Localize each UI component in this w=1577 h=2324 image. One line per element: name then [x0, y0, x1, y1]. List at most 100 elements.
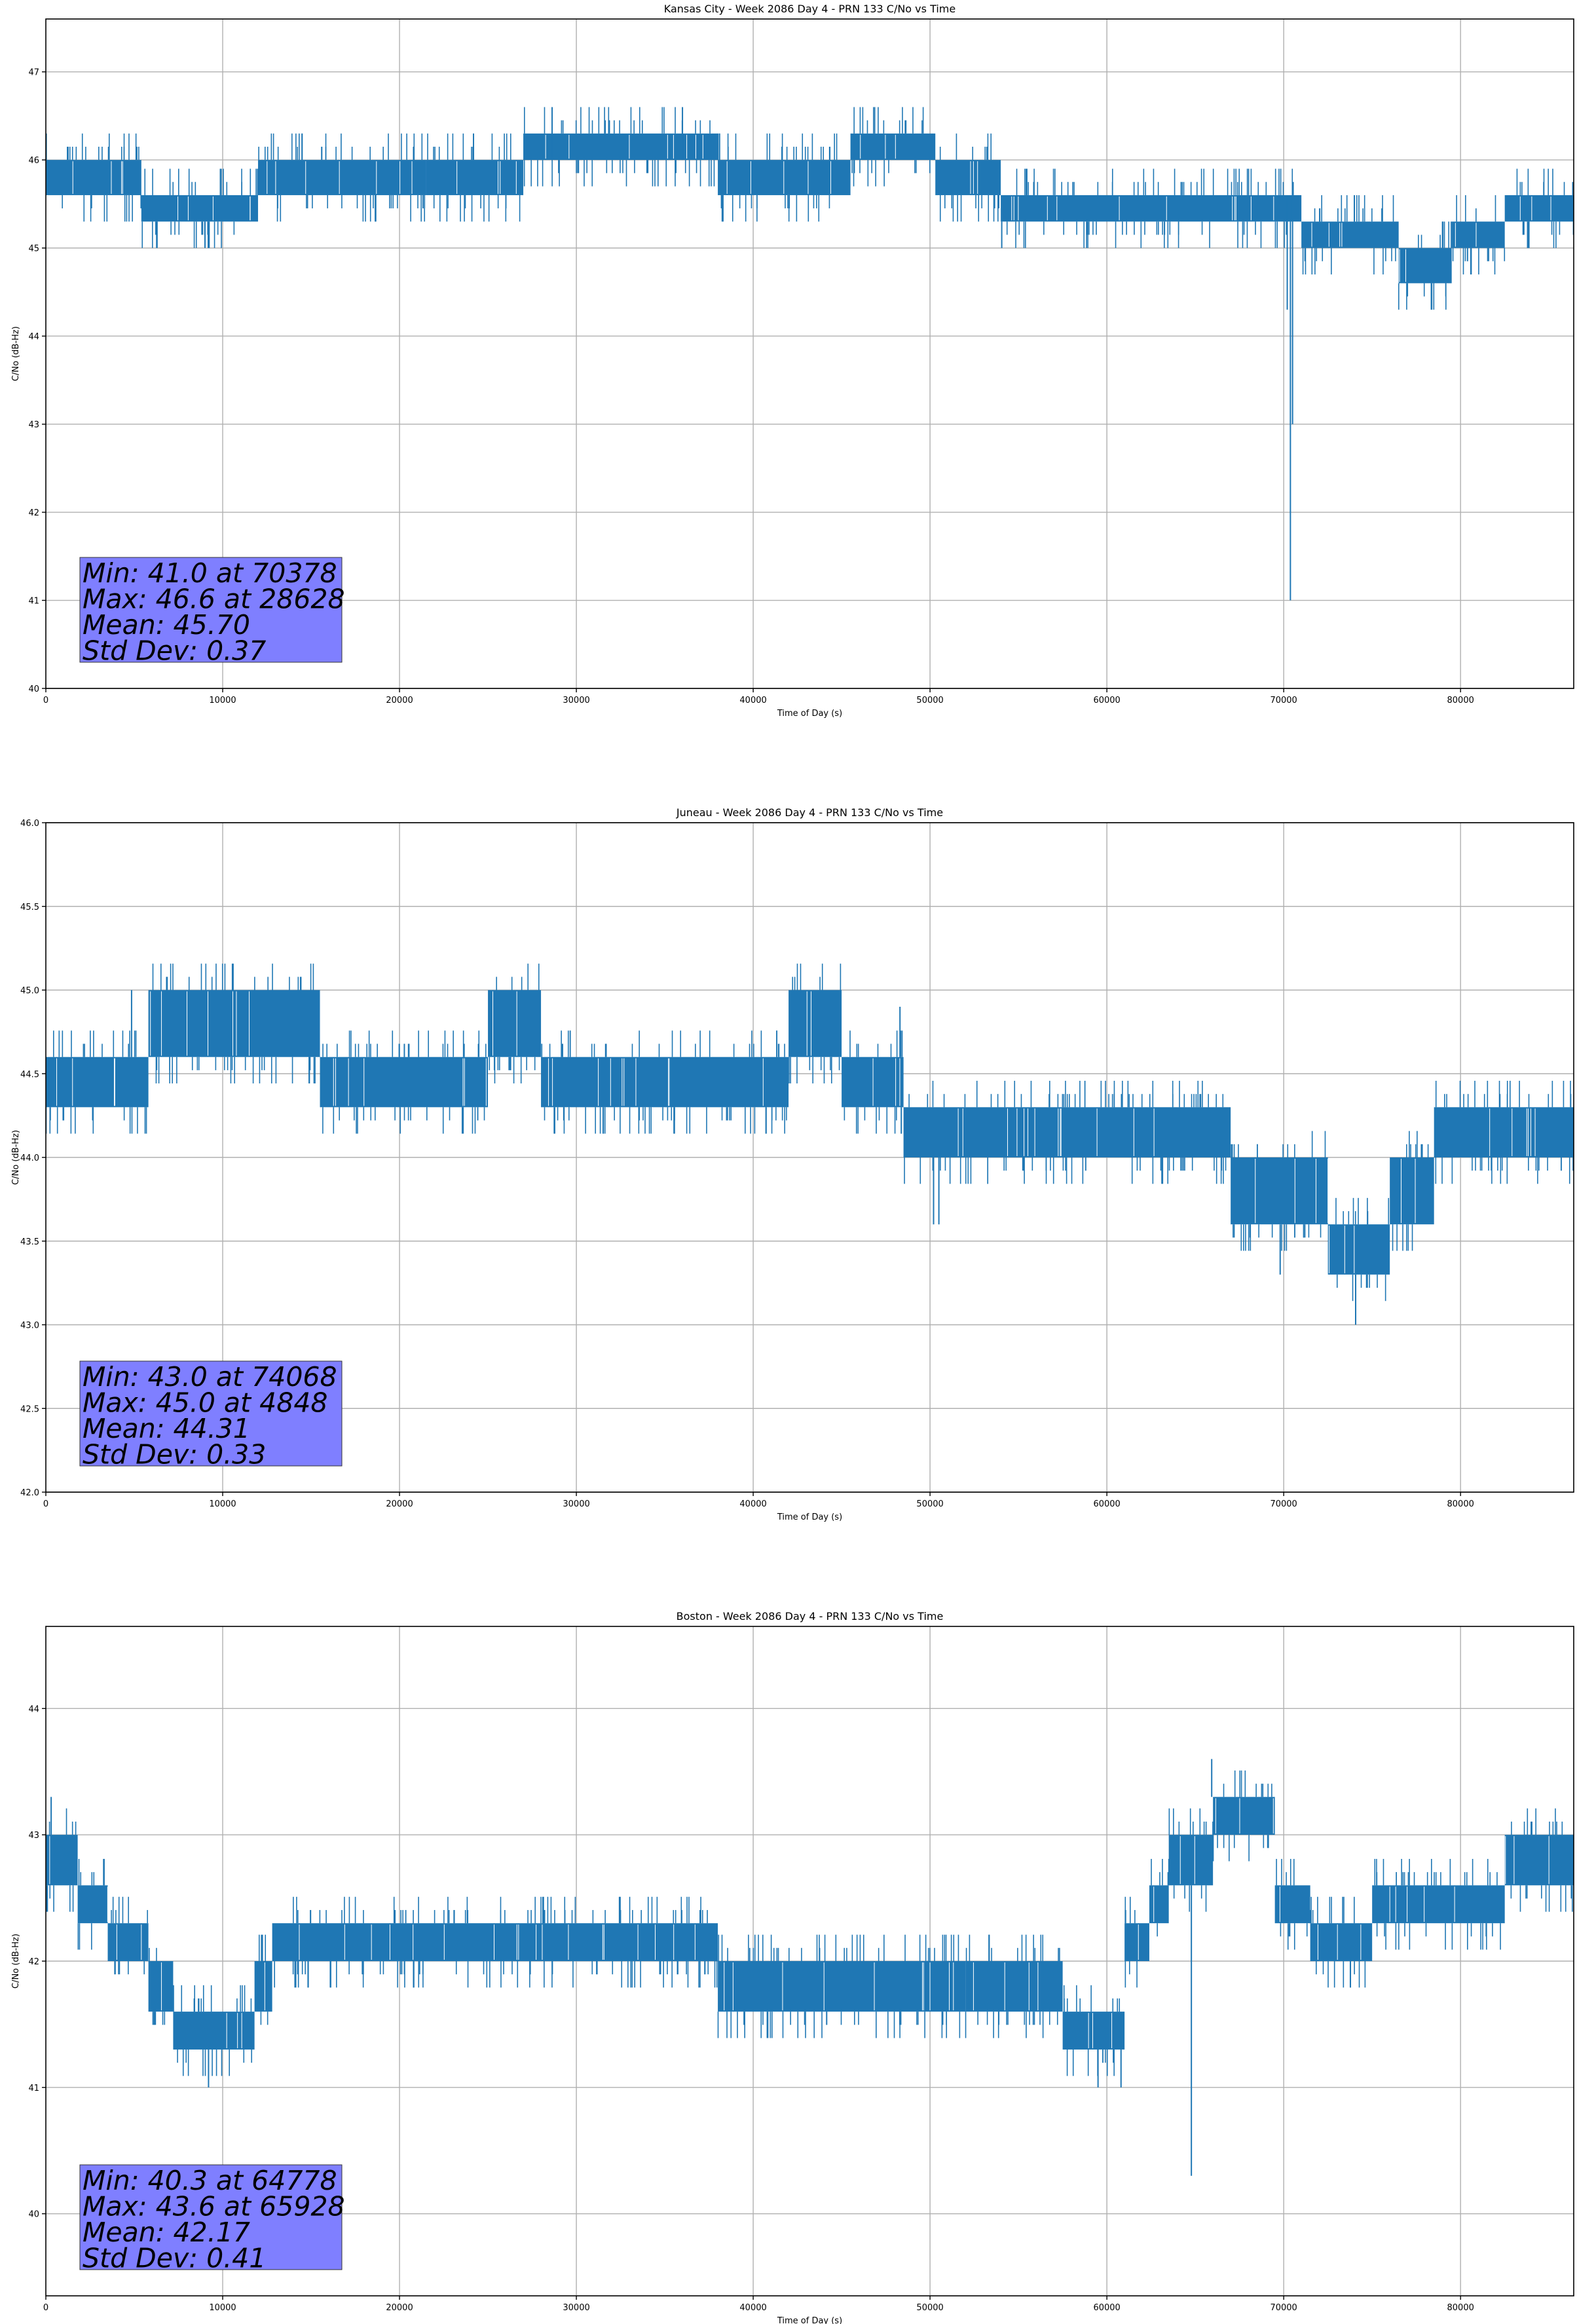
stats-line: Max: 43.6 at 65928	[83, 2191, 345, 2222]
series-band	[1168, 1835, 1214, 1886]
series-band	[46, 1835, 78, 1886]
stats-line: Min: 40.3 at 64778	[83, 2165, 337, 2196]
chart-panel-3: 0 10000 20000 30000 40000 50000 60000 70000 8000…	[11, 1610, 1574, 2324]
stats-line: Std Dev: 0.41	[83, 2243, 266, 2274]
series-band	[1124, 1923, 1149, 1961]
x-tick-label: 50000	[916, 1499, 943, 1509]
x-tick-label: 50000	[916, 696, 943, 705]
x-tick-label: 40000	[739, 696, 766, 705]
y-tick-label: 44	[28, 332, 39, 342]
x-tick-label: 40000	[739, 1499, 766, 1509]
chart-title: Boston - Week 2086 Day 4 - PRN 133 C/No …	[677, 1610, 944, 1622]
series-band	[523, 133, 718, 160]
x-tick-label: 50000	[916, 2303, 943, 2313]
stats-line: Mean: 44.31	[83, 1413, 250, 1444]
series-band	[1274, 1885, 1310, 1924]
x-tick-label: 20000	[386, 696, 413, 705]
series-band	[788, 990, 842, 1057]
x-tick-label: 80000	[1447, 1499, 1474, 1509]
series-band	[965, 1961, 1063, 2012]
series-band	[1398, 248, 1452, 284]
series-band	[1301, 221, 1399, 248]
y-tick-label: 40	[28, 2210, 39, 2220]
stats-box-background	[79, 557, 343, 663]
series-band	[850, 133, 936, 160]
y-tick-label: 44.5	[20, 1070, 39, 1079]
stats-line: Mean: 45.70	[83, 609, 250, 641]
series-band	[1213, 1797, 1275, 1835]
y-tick-label: 45.5	[20, 903, 39, 912]
x-tick-label: 30000	[563, 1499, 589, 1509]
series-band	[718, 160, 851, 195]
series-band	[148, 990, 320, 1057]
y-tick-label: 44	[28, 1704, 39, 1714]
y-tick-label: 43.0	[20, 1321, 39, 1331]
series-band	[488, 990, 542, 1057]
x-tick-label: 80000	[1447, 2303, 1474, 2313]
stats-line: Min: 43.0 at 74068	[83, 1361, 337, 1393]
series-band	[148, 1961, 174, 2012]
chart-title: Juneau - Week 2086 Day 4 - PRN 133 C/No …	[676, 806, 943, 819]
x-tick-label: 70000	[1270, 696, 1297, 705]
series-band	[1310, 1923, 1373, 1961]
x-tick-label: 0	[43, 1499, 48, 1509]
y-tick-label: 42	[28, 508, 39, 518]
series-band	[1372, 1885, 1505, 1924]
series-band	[1390, 1157, 1434, 1225]
x-axis-label: Time of Day (s)	[777, 709, 842, 719]
y-tick-label: 43.5	[20, 1237, 39, 1247]
series-band	[173, 2012, 255, 2050]
series-band	[258, 160, 426, 195]
stats-line: Std Dev: 0.37	[83, 635, 266, 667]
stats-line: Max: 45.0 at 4848	[83, 1387, 328, 1419]
series-band	[1327, 1224, 1390, 1275]
series-band	[1434, 1107, 1574, 1157]
stats-line: Mean: 42.17	[83, 2217, 250, 2248]
stats-line: Min: 41.0 at 70378	[83, 557, 337, 589]
axes-frame	[45, 18, 1574, 689]
y-tick-label: 42.0	[20, 1488, 39, 1498]
series-band	[935, 160, 1001, 195]
x-tick-label: 60000	[1093, 1499, 1120, 1509]
series-band	[141, 195, 259, 222]
x-tick-label: 80000	[1447, 696, 1474, 705]
y-tick-label: 46.0	[20, 819, 39, 829]
x-tick-label: 30000	[563, 2303, 589, 2313]
y-tick-label: 47	[28, 68, 39, 78]
x-tick-label: 40000	[739, 2303, 766, 2313]
series-band	[541, 1057, 789, 1108]
y-tick-label: 45.0	[20, 986, 39, 996]
y-tick-label: 41	[28, 2084, 39, 2093]
chart-title: Kansas City - Week 2086 Day 4 - PRN 133 …	[664, 3, 955, 15]
y-tick-label: 40	[28, 684, 39, 694]
y-tick-label: 43	[28, 1831, 39, 1841]
x-tick-label: 70000	[1270, 2303, 1297, 2313]
series-band	[77, 1885, 108, 1924]
y-tick-label: 42	[28, 1957, 39, 1967]
y-tick-label: 42.5	[20, 1404, 39, 1414]
series-band	[107, 1923, 149, 1961]
x-tick-label: 70000	[1270, 1499, 1297, 1509]
series-band	[320, 1057, 489, 1108]
y-tick-label: 45	[28, 244, 39, 254]
chart-panel-2: 0 10000 20000 30000 40000 50000 60000 70000 8000…	[11, 806, 1574, 1522]
y-tick-label: 41	[28, 597, 39, 607]
x-tick-label: 60000	[1093, 2303, 1120, 2313]
x-tick-label: 0	[43, 2303, 48, 2313]
y-tick-label: 43	[28, 421, 39, 430]
x-tick-label: 10000	[209, 696, 236, 705]
y-axis-label: C/No (dB-Hz)	[11, 1130, 21, 1185]
y-tick-label: 44.0	[20, 1153, 39, 1163]
x-tick-label: 60000	[1093, 696, 1120, 705]
stats-line: Max: 46.6 at 28628	[83, 584, 345, 615]
series-band	[1062, 2012, 1125, 2050]
series-band	[1001, 195, 1302, 222]
x-tick-label: 10000	[209, 1499, 236, 1509]
series-cno	[46, 107, 1574, 601]
series-band	[1451, 221, 1505, 248]
series-band	[842, 1057, 904, 1108]
